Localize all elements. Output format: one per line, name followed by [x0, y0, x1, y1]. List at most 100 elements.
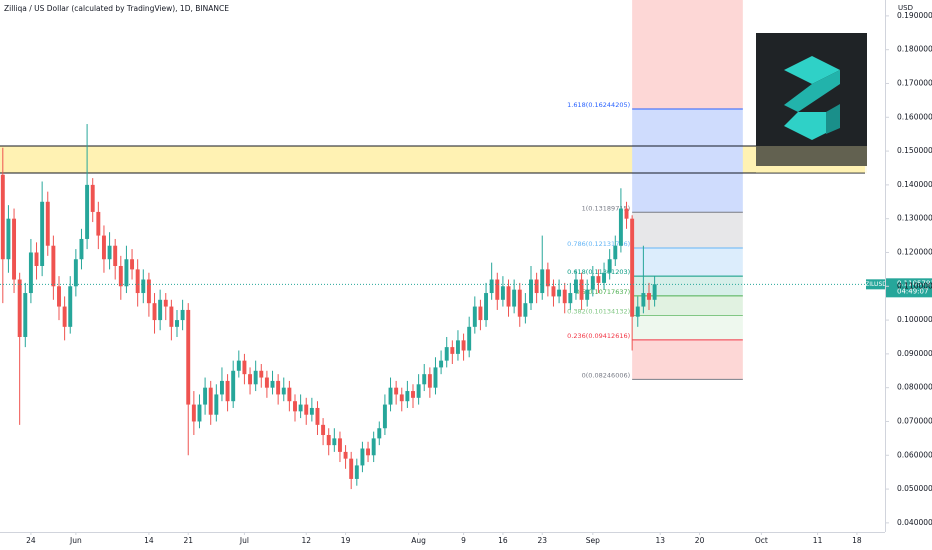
- candle-body: [523, 303, 528, 317]
- candle-body: [152, 303, 157, 321]
- candle-body: [647, 293, 651, 300]
- fib-zone: [632, 248, 743, 277]
- fib-zone: [632, 109, 743, 213]
- overlay: ZILUSD 0.1105791504:49:07: [0, 146, 932, 298]
- candle-body: [242, 360, 247, 375]
- countdown-label: 04:49:07: [897, 287, 928, 295]
- fib-zone: [632, 339, 743, 380]
- candle-body: [545, 269, 550, 287]
- candle-body: [472, 306, 477, 327]
- candle-body: [495, 279, 500, 300]
- candle-body: [405, 391, 410, 402]
- x-tick-label: 24: [26, 536, 36, 545]
- y-tick-label: 0.09000000: [897, 349, 932, 358]
- candle-body: [85, 184, 90, 239]
- candle-body: [124, 259, 129, 287]
- candle-body: [197, 404, 202, 422]
- fib-label: 1(0.13189715): [582, 204, 631, 212]
- candle-body: [293, 401, 297, 412]
- candle-body: [326, 434, 331, 446]
- candle-body: [534, 279, 539, 294]
- candle-body: [28, 252, 33, 294]
- x-tick-label: 20: [695, 536, 705, 545]
- candle-body: [416, 384, 421, 398]
- y-tick-label: 0.04000000: [897, 518, 932, 527]
- candle-body: [478, 306, 483, 321]
- candle-body: [557, 289, 562, 297]
- candle-body: [40, 201, 45, 266]
- candle-body: [118, 266, 123, 287]
- y-tick-label: 0.18000000: [897, 45, 932, 54]
- candle-body: [377, 428, 382, 439]
- candle-body: [500, 286, 505, 300]
- y-tick-label: 0.14000000: [897, 180, 932, 189]
- candle-body: [57, 286, 61, 307]
- candle-body: [6, 218, 11, 260]
- candle-body: [163, 299, 168, 307]
- candle-body: [68, 286, 73, 327]
- fib-label: 1.618(0.16244205): [567, 101, 630, 109]
- candle-body: [394, 387, 399, 395]
- candle-body: [484, 293, 489, 321]
- candle-body: [253, 370, 258, 385]
- candle-body: [259, 370, 264, 378]
- x-tick-label: Sep: [586, 536, 600, 545]
- candle-body: [225, 380, 230, 402]
- y-tick-label: 0.12000000: [897, 247, 932, 256]
- candle-body: [191, 404, 196, 422]
- candle-body: [231, 370, 236, 402]
- candle-body: [529, 279, 533, 304]
- candle-body: [551, 286, 556, 297]
- candle-body: [337, 438, 342, 452]
- fib-label: 0(0.08246006): [582, 371, 631, 379]
- candle-body: [73, 259, 78, 287]
- candle-body: [630, 218, 635, 317]
- candle-body: [12, 218, 17, 280]
- candle-body: [635, 306, 640, 317]
- candle-body: [219, 380, 224, 395]
- candle-body: [585, 289, 590, 300]
- x-tick-label: 12: [301, 536, 311, 545]
- fib-zone: [632, 212, 743, 249]
- candle-body: [607, 259, 612, 273]
- candle-body: [79, 238, 84, 260]
- candle-body: [304, 404, 309, 415]
- candle-body: [298, 404, 303, 412]
- candle-body: [214, 394, 219, 415]
- candle-body: [62, 306, 67, 327]
- fib-label: 0.786(0.12131766): [567, 240, 630, 248]
- fib-label: 0.236(0.09412616): [567, 332, 630, 340]
- candle-body: [388, 387, 393, 405]
- candle-body: [281, 387, 286, 395]
- candle-body: [596, 276, 601, 283]
- candle-body: [652, 284, 657, 300]
- x-tick-label: Aug: [411, 536, 426, 545]
- candle-body: [450, 347, 455, 354]
- candle-body: [467, 326, 472, 351]
- candle-body: [411, 391, 415, 398]
- candle-body: [287, 387, 292, 402]
- candle-body: [180, 309, 185, 321]
- y-tick-label: 0.10000000: [897, 315, 932, 324]
- candle-body: [309, 407, 314, 415]
- candle-body: [349, 458, 354, 479]
- candle-body: [517, 289, 522, 317]
- plot-area: 1.618(0.16244205) 1(0.13189715) 0.786(0.12…: [0, 0, 865, 490]
- candle-body: [624, 208, 629, 219]
- logo: [756, 33, 867, 166]
- y-tick-label: 0.15000000: [897, 146, 932, 155]
- symbol-label: ZILUSD: [865, 281, 887, 288]
- y-tick-label: 0.11000000: [897, 281, 932, 290]
- candle-body: [399, 394, 404, 402]
- candle-body: [371, 438, 376, 456]
- candle-body: [433, 367, 438, 388]
- candle-body: [579, 279, 584, 300]
- candle-body: [96, 211, 101, 236]
- zone-overlay: [756, 146, 867, 174]
- candle-body: [135, 269, 140, 294]
- candle-body: [270, 380, 275, 388]
- candle-body: [17, 279, 22, 337]
- x-tick-label: 16: [498, 536, 508, 545]
